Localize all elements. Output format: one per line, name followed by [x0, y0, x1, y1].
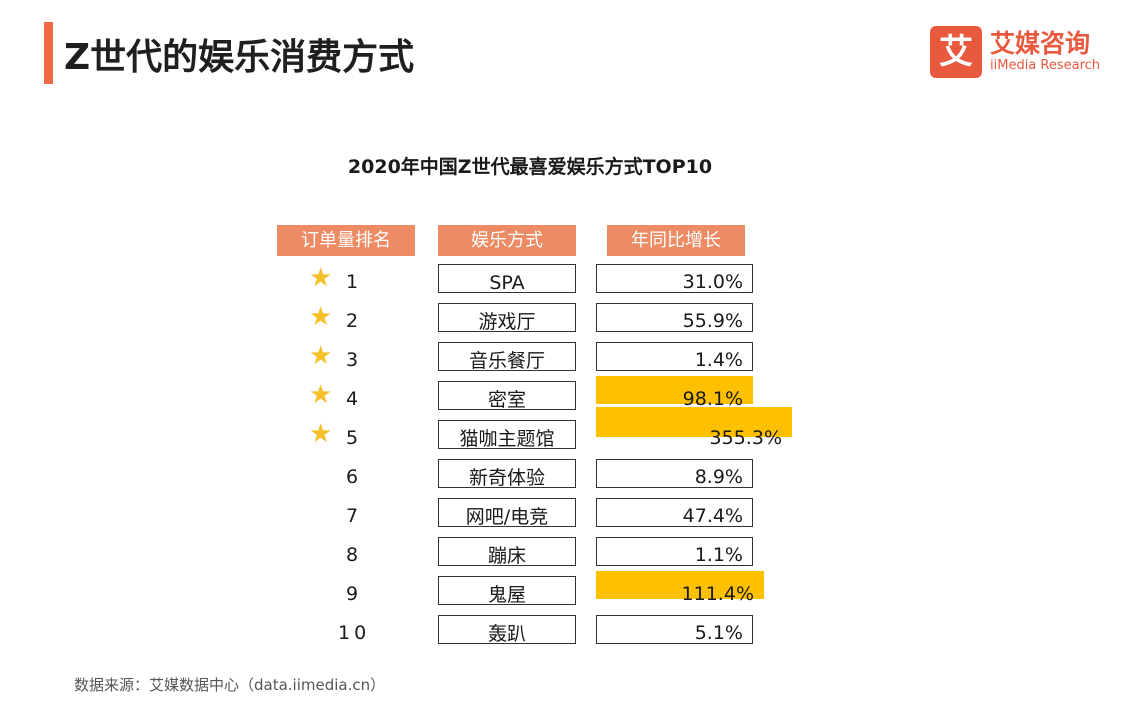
rank-star-icon: ★	[309, 341, 333, 371]
rank-star-icon: ★	[309, 380, 333, 410]
rank-number: 8	[346, 544, 359, 566]
column-header-rank: 订单量排名	[277, 225, 415, 256]
entertainment-name: 轰趴	[438, 615, 576, 645]
growth-value: 98.1%	[682, 388, 743, 410]
column-header-name: 娱乐方式	[438, 225, 576, 256]
rank-number: 5	[346, 427, 359, 449]
growth-value: 47.4%	[682, 505, 743, 527]
column-header-growth: 年同比增长	[607, 225, 745, 256]
entertainment-name: 游戏厅	[438, 303, 576, 333]
entertainment-name: SPA	[438, 264, 576, 294]
rank-number: 10	[338, 622, 371, 644]
entertainment-name: 密室	[438, 381, 576, 411]
page-title: Z世代的娱乐消费方式	[64, 37, 415, 78]
logo-mark-icon: 艾	[930, 26, 982, 78]
growth-highlight-bar	[596, 571, 764, 599]
growth-cell	[596, 342, 753, 371]
growth-cell	[596, 303, 753, 332]
growth-cell	[596, 615, 753, 644]
iimedia-logo: 艾 艾媒咨询 iiMedia Research	[930, 24, 1110, 80]
growth-cell	[596, 537, 753, 566]
growth-cell	[596, 459, 753, 488]
chart-title: 2020年中国Z世代最喜爱娱乐方式TOP10	[347, 156, 713, 178]
entertainment-name: 新奇体验	[438, 459, 576, 489]
rank-number: 2	[346, 310, 359, 332]
rank-star-icon: ★	[309, 263, 333, 293]
data-source: 数据来源：艾媒数据中心（data.iimedia.cn）	[74, 676, 386, 694]
growth-value: 55.9%	[682, 310, 743, 332]
growth-highlight-bar	[596, 376, 753, 404]
growth-value: 111.4%	[681, 583, 754, 605]
title-accent-bar	[44, 22, 53, 84]
rank-number: 6	[346, 466, 359, 488]
logo-name-en: iiMedia Research	[990, 58, 1101, 73]
rank-star-icon: ★	[309, 302, 333, 332]
growth-cell	[596, 498, 753, 527]
growth-value: 355.3%	[709, 427, 782, 449]
growth-value: 5.1%	[694, 622, 743, 644]
growth-cell	[596, 264, 753, 293]
rank-number: 7	[346, 505, 359, 527]
rank-number: 9	[346, 583, 359, 605]
entertainment-name: 音乐餐厅	[438, 342, 576, 372]
entertainment-name: 猫咖主题馆	[438, 420, 576, 450]
entertainment-name: 网吧/电竞	[438, 498, 576, 528]
rank-number: 4	[346, 388, 359, 410]
growth-value: 1.1%	[694, 544, 743, 566]
growth-value: 8.9%	[694, 466, 743, 488]
entertainment-name: 蹦床	[438, 537, 576, 567]
rank-star-icon: ★	[309, 419, 333, 449]
growth-value: 1.4%	[694, 349, 743, 371]
growth-highlight-bar	[596, 407, 792, 437]
entertainment-name: 鬼屋	[438, 576, 576, 606]
rank-number: 1	[346, 271, 359, 293]
growth-value: 31.0%	[682, 271, 743, 293]
rank-number: 3	[346, 349, 359, 371]
logo-name-cn: 艾媒咨询	[990, 29, 1091, 58]
